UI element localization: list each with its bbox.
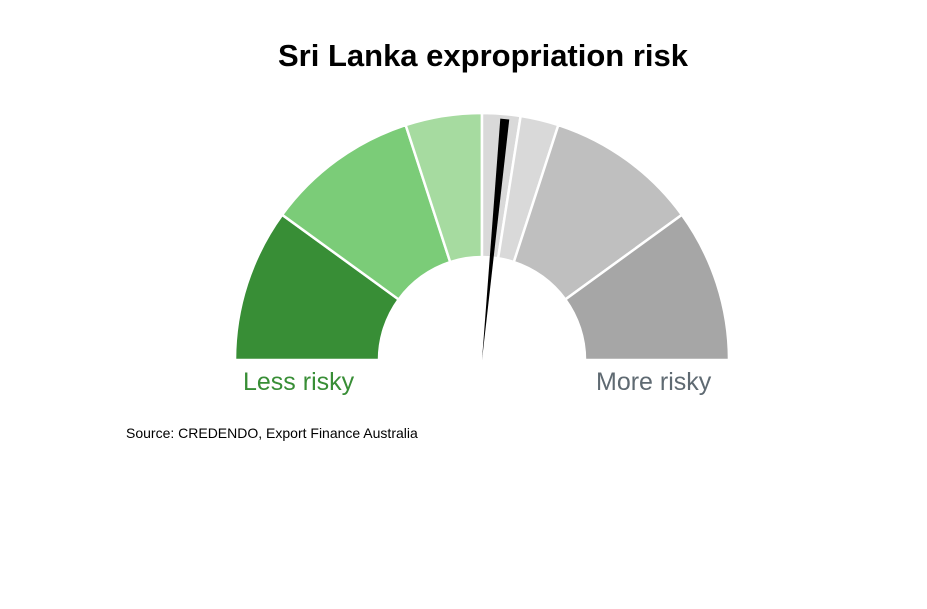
chart-title: Sri Lanka expropriation risk — [277, 38, 689, 73]
gauge-needle — [482, 118, 510, 361]
more-risky-label: More risky — [596, 368, 712, 396]
less-risky-label: Less risky — [243, 368, 355, 396]
gauge-segment-7 — [563, 213, 731, 362]
gauge-segments — [233, 111, 731, 362]
source-note: Source: CREDENDO, Export Finance Austral… — [126, 425, 418, 441]
